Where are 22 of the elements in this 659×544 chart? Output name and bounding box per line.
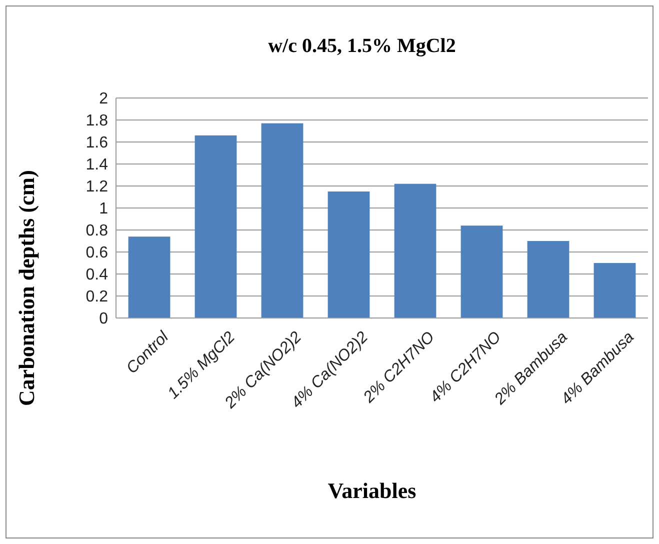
bar — [194, 135, 237, 318]
bar — [594, 263, 636, 318]
chart-title: w/c 0.45, 1.5% MgCl2 — [268, 35, 456, 57]
y-tick-label: 0.4 — [86, 266, 108, 284]
y-tick-label: 1.8 — [86, 112, 108, 130]
y-axis-title: Carbonation depths (cm) — [14, 170, 39, 406]
y-tick-label: 0.8 — [86, 222, 108, 240]
y-tick-label: 1.2 — [86, 178, 108, 196]
bar — [128, 236, 170, 318]
bar — [261, 123, 304, 318]
y-tick-label: 1 — [99, 200, 108, 218]
bar — [394, 184, 436, 318]
y-tick-label: 0 — [99, 310, 108, 328]
bar — [527, 241, 570, 318]
bar — [460, 226, 503, 318]
y-tick-label: 1.6 — [86, 134, 108, 152]
bar — [328, 192, 370, 318]
y-tick-label: 1.4 — [86, 156, 108, 174]
y-tick-label: 2 — [99, 90, 108, 108]
x-axis-title: Variables — [328, 478, 417, 503]
y-tick-label: 0.2 — [86, 288, 108, 306]
y-tick-label: 0.6 — [86, 244, 108, 262]
